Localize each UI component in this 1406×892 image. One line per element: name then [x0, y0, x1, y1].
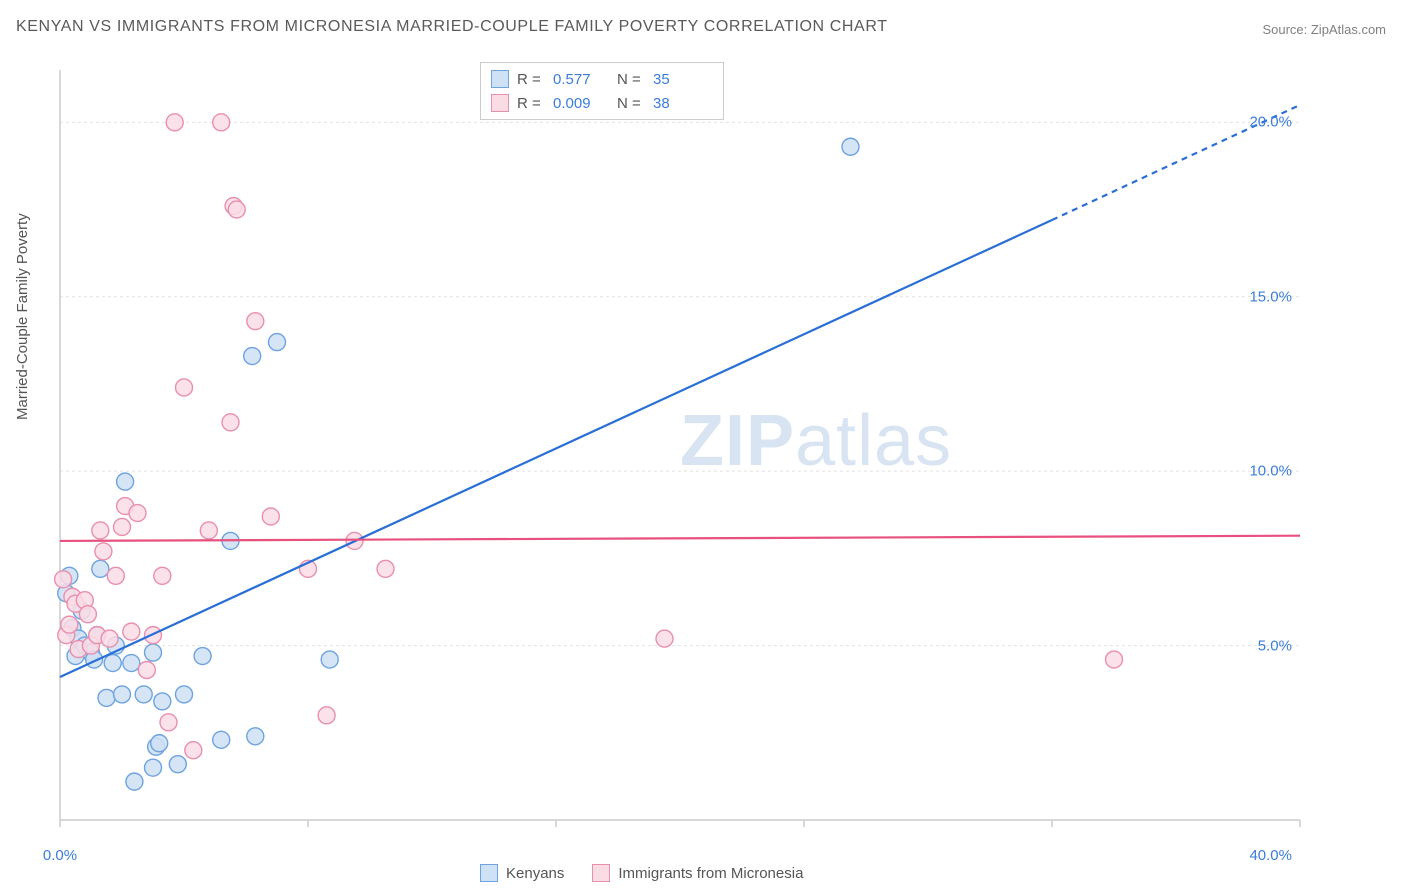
y-tick-label: 5.0%: [1258, 637, 1292, 654]
n-value-1: 35: [653, 71, 709, 88]
n-label: N =: [617, 95, 645, 112]
legend-correlation-box: R = 0.577 N = 35 R = 0.009 N = 38: [480, 62, 724, 120]
r-label: R =: [517, 71, 545, 88]
n-value-2: 38: [653, 95, 709, 112]
x-tick-label: 0.0%: [43, 847, 77, 864]
source-attribution: Source: ZipAtlas.com: [1262, 22, 1386, 37]
y-tick-label: 20.0%: [1249, 114, 1292, 131]
y-tick-label: 10.0%: [1249, 463, 1292, 480]
r-label: R =: [517, 95, 545, 112]
r-value-2: 0.009: [553, 95, 609, 112]
scatter-chart: [50, 60, 1310, 840]
x-tick-label: 40.0%: [1249, 847, 1292, 864]
y-tick-label: 15.0%: [1249, 288, 1292, 305]
series-1-name: Kenyans: [506, 865, 564, 882]
chart-area: 5.0%10.0%15.0%20.0%0.0%40.0%: [50, 60, 1310, 840]
y-axis-label: Married-Couple Family Poverty: [14, 213, 31, 420]
legend-series-names: Kenyans Immigrants from Micronesia: [480, 864, 803, 882]
swatch-series-1-bottom: [480, 864, 498, 882]
legend-row-series-2: R = 0.009 N = 38: [491, 91, 709, 115]
swatch-series-1: [491, 70, 509, 88]
legend-item-2: Immigrants from Micronesia: [592, 864, 803, 882]
series-2-name: Immigrants from Micronesia: [618, 865, 803, 882]
legend-item-1: Kenyans: [480, 864, 564, 882]
r-value-1: 0.577: [553, 71, 609, 88]
swatch-series-2-bottom: [592, 864, 610, 882]
legend-row-series-1: R = 0.577 N = 35: [491, 67, 709, 91]
swatch-series-2: [491, 94, 509, 112]
n-label: N =: [617, 71, 645, 88]
chart-title: KENYAN VS IMMIGRANTS FROM MICRONESIA MAR…: [16, 18, 888, 36]
